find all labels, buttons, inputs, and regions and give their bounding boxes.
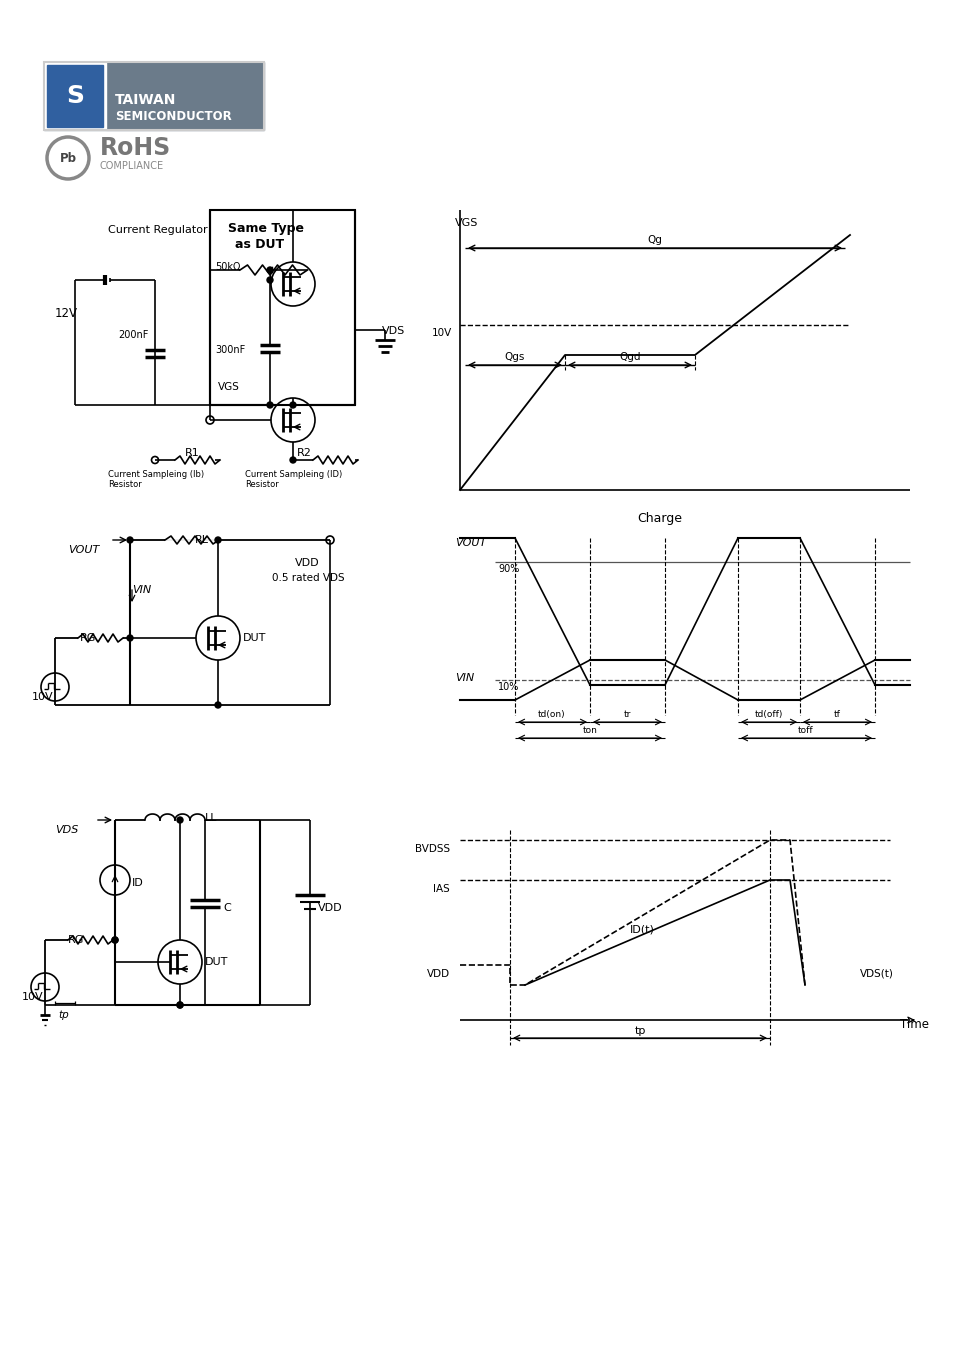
Text: as DUT: as DUT <box>234 238 284 251</box>
Circle shape <box>195 616 240 661</box>
Circle shape <box>326 536 334 544</box>
Circle shape <box>271 262 314 305</box>
Text: BVDSS: BVDSS <box>415 844 450 854</box>
Circle shape <box>267 403 273 408</box>
Text: Qg: Qg <box>647 235 661 245</box>
Text: Time: Time <box>899 1019 928 1031</box>
Text: Resistor: Resistor <box>108 480 142 489</box>
Text: VOUT: VOUT <box>68 544 99 555</box>
Circle shape <box>47 136 89 178</box>
Circle shape <box>214 703 221 708</box>
Text: tf: tf <box>833 711 840 719</box>
Text: RL: RL <box>194 535 209 544</box>
Text: VDD: VDD <box>294 558 319 567</box>
Text: ID(t): ID(t) <box>629 925 654 935</box>
Text: VGS: VGS <box>455 218 477 228</box>
Bar <box>210 209 355 405</box>
Circle shape <box>290 403 295 408</box>
Text: ID: ID <box>132 878 144 888</box>
Circle shape <box>112 938 118 943</box>
Circle shape <box>100 865 130 894</box>
Text: td(on): td(on) <box>537 711 565 719</box>
Text: Current Sampleing (ID): Current Sampleing (ID) <box>245 470 342 480</box>
Text: RoHS: RoHS <box>100 136 172 159</box>
Text: Charge: Charge <box>637 512 681 526</box>
Text: toff: toff <box>798 725 813 735</box>
Text: 10V: 10V <box>32 692 53 703</box>
Text: TAIWAN: TAIWAN <box>115 93 176 107</box>
Text: C: C <box>223 902 231 913</box>
Text: COMPLIANCE: COMPLIANCE <box>100 161 164 172</box>
Text: R1: R1 <box>185 449 199 458</box>
Text: tp: tp <box>634 1025 645 1036</box>
Text: 10V: 10V <box>432 328 452 338</box>
Text: RG: RG <box>68 935 84 944</box>
Text: 10%: 10% <box>497 682 518 692</box>
Text: S: S <box>66 84 84 108</box>
Circle shape <box>206 416 213 424</box>
Circle shape <box>158 940 202 984</box>
Text: 10V: 10V <box>22 992 44 1002</box>
Bar <box>44 62 264 130</box>
Text: SEMICONDUCTOR: SEMICONDUCTOR <box>115 109 232 123</box>
Circle shape <box>177 1002 183 1008</box>
Text: tr: tr <box>622 711 630 719</box>
Text: tp: tp <box>58 1011 69 1020</box>
Text: VOUT: VOUT <box>455 538 486 549</box>
Text: DUT: DUT <box>205 957 228 967</box>
Circle shape <box>177 817 183 823</box>
Text: Same Type: Same Type <box>228 222 304 235</box>
Text: Current Regulator: Current Regulator <box>108 226 208 235</box>
Circle shape <box>267 277 273 282</box>
Text: VDS: VDS <box>381 326 405 336</box>
Text: DUT: DUT <box>243 634 266 643</box>
Text: 200nF: 200nF <box>118 330 149 340</box>
Circle shape <box>267 267 273 273</box>
Circle shape <box>271 399 314 442</box>
Circle shape <box>41 673 69 701</box>
Text: RG: RG <box>80 634 96 643</box>
Text: LL: LL <box>205 813 217 823</box>
Text: VIN: VIN <box>132 585 152 594</box>
Text: Qgd: Qgd <box>618 353 640 362</box>
Text: VIN: VIN <box>455 673 474 684</box>
Text: 50kΩ: 50kΩ <box>214 262 240 272</box>
Circle shape <box>127 635 132 640</box>
Text: Qgs: Qgs <box>504 353 525 362</box>
Text: VDS(t): VDS(t) <box>859 969 893 979</box>
Bar <box>47 65 103 127</box>
Circle shape <box>112 938 118 943</box>
Circle shape <box>30 973 59 1001</box>
Text: VDS: VDS <box>55 825 78 835</box>
Circle shape <box>127 536 132 543</box>
Text: 0.5 rated VDS: 0.5 rated VDS <box>272 573 344 584</box>
Text: R2: R2 <box>296 449 312 458</box>
Text: 12V: 12V <box>55 307 78 320</box>
Text: Resistor: Resistor <box>245 480 278 489</box>
Circle shape <box>290 457 295 463</box>
Bar <box>44 62 264 130</box>
Circle shape <box>152 457 158 463</box>
Text: VDD: VDD <box>317 902 342 913</box>
Text: IAS: IAS <box>433 884 450 894</box>
Text: Pb: Pb <box>59 151 76 165</box>
Text: Current Sampleing (Ib): Current Sampleing (Ib) <box>108 470 204 480</box>
Bar <box>44 62 106 130</box>
Text: 90%: 90% <box>497 563 518 574</box>
Text: VGS: VGS <box>218 382 239 392</box>
Text: VDD: VDD <box>426 969 450 979</box>
Text: 300nF: 300nF <box>214 345 245 355</box>
Circle shape <box>177 1002 183 1008</box>
Text: ton: ton <box>582 725 597 735</box>
Text: td(off): td(off) <box>754 711 782 719</box>
Circle shape <box>214 536 221 543</box>
